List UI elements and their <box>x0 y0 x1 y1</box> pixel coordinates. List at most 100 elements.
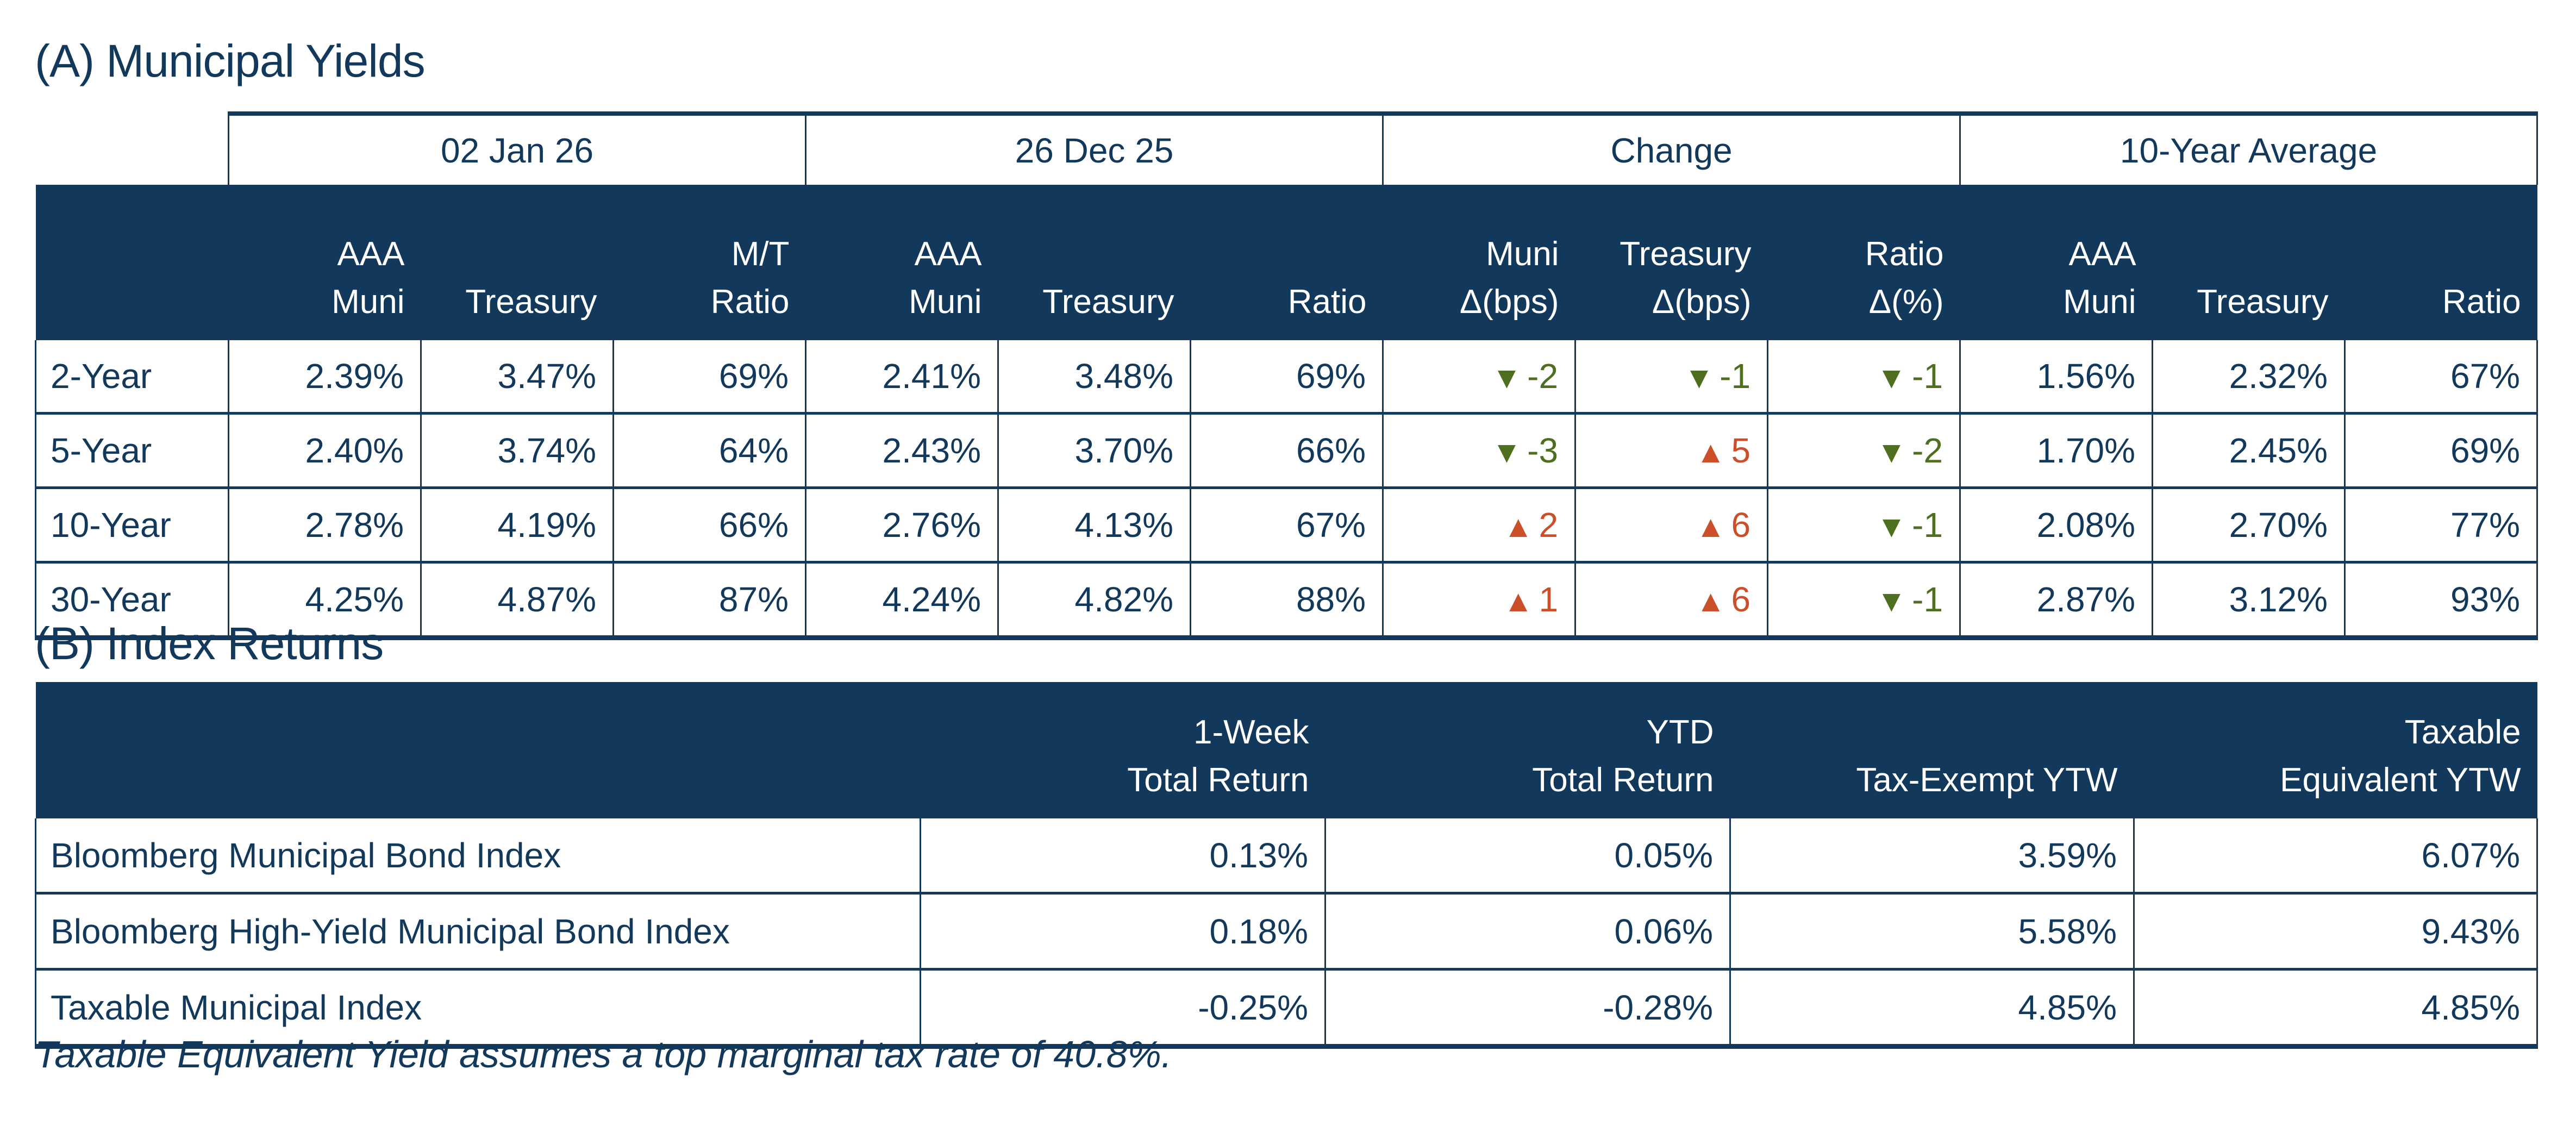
cell: 2.78% <box>228 487 422 564</box>
table-row-taxable-municipal: Taxable Municipal Index -0.25% -0.28% 4.… <box>35 969 2538 1049</box>
table-row-30-year: 30-Year 4.25% 4.87% 87% 4.24% 4.82% 88% … <box>35 562 2539 640</box>
header-line: Treasury <box>2197 283 2329 321</box>
cell: 3.47% <box>420 340 614 415</box>
header-line: AAA <box>2068 235 2136 273</box>
row-label: 10-Year <box>35 487 229 564</box>
cell-change: ▼ -2 <box>1382 340 1577 415</box>
change-value: -1 <box>1912 505 1943 545</box>
cell: 2.32% <box>2152 340 2346 415</box>
triangle-down-icon: ▼ <box>1876 360 1907 395</box>
column-header-row: AAA Muni Treasury M/T Ratio AAA Muni Treasu… <box>35 185 2537 340</box>
cell: -0.28% <box>1324 969 1731 1049</box>
cell: 2.76% <box>805 487 999 564</box>
change-value: -1 <box>1912 357 1943 396</box>
header-jan-mt-ratio: M/T Ratio <box>613 185 806 340</box>
header-dec-ratio: Ratio <box>1190 185 1383 340</box>
header-chg-treasury: Treasury Δ(bps) <box>1575 185 1768 340</box>
header-line: Muni <box>2063 283 2136 321</box>
table-row-bloomberg-municipal: Bloomberg Municipal Bond Index 0.13% 0.0… <box>35 818 2538 895</box>
change-value: -3 <box>1527 431 1559 470</box>
triangle-down-icon: ▼ <box>1684 360 1715 395</box>
header-jan-treasury: Treasury <box>421 185 614 340</box>
group-header-10yr-average: 10-Year Average <box>1959 111 2539 185</box>
cell-change: ▼ -2 <box>1767 413 1961 489</box>
cell: 2.43% <box>805 413 999 489</box>
cell-change: ▲ 1 <box>1382 562 1577 640</box>
cell: 69% <box>612 340 806 415</box>
cell: 6.07% <box>2133 818 2538 895</box>
cell: -0.25% <box>920 969 1326 1049</box>
header-1-week-total-return: 1-Week Total Return <box>920 682 1325 818</box>
cell: 9.43% <box>2133 893 2538 971</box>
cell: 5.58% <box>1729 893 2135 971</box>
row-label: Bloomberg Municipal Bond Index <box>35 818 921 895</box>
cell: 3.12% <box>2152 562 2346 640</box>
cell: 0.13% <box>920 818 1326 895</box>
change-value: 5 <box>1731 431 1751 470</box>
cell: 64% <box>612 413 806 489</box>
header-chg-ratio: Ratio Δ(%) <box>1767 185 1960 340</box>
header-line: M/T <box>731 235 790 273</box>
header-taxable-equivalent-ytw: Taxable Equivalent YTW <box>2134 682 2537 818</box>
header-chg-muni: Muni Δ(bps) <box>1383 185 1575 340</box>
change-value: 1 <box>1539 580 1559 619</box>
cell: 1.56% <box>1959 340 2154 415</box>
triangle-down-icon: ▼ <box>1876 435 1907 469</box>
change-value: -1 <box>1720 357 1751 396</box>
header-spacer <box>35 185 229 340</box>
group-header-row: 02 Jan 26 26 Dec 25 Change 10-Year Avera… <box>35 111 2539 185</box>
header-line: Ratio <box>1865 235 1944 273</box>
triangle-down-icon: ▼ <box>1876 584 1907 618</box>
header-ytd-total-return: YTD Total Return <box>1325 682 1730 818</box>
cell: 0.05% <box>1324 818 1731 895</box>
cell: 2.87% <box>1959 562 2154 640</box>
header-avg-ratio: Ratio <box>2344 185 2537 340</box>
section-a-title: (A) Municipal Yields <box>35 35 426 86</box>
cell: 4.85% <box>2133 969 2538 1049</box>
cell: 3.59% <box>1729 818 2135 895</box>
row-label: 2-Year <box>35 340 229 415</box>
group-header-02jan26: 02 Jan 26 <box>228 111 806 185</box>
header-line: 1-Week <box>1193 714 1309 751</box>
header-line: Treasury <box>1620 235 1752 273</box>
section-b-title: (B) Index Returns <box>35 618 384 669</box>
cell: 0.18% <box>920 893 1326 971</box>
cell: 66% <box>1189 413 1384 489</box>
header-line: Ratio <box>2442 283 2521 321</box>
header-line: Ratio <box>710 283 790 321</box>
triangle-up-icon: ▲ <box>1696 435 1726 469</box>
cell: 2.45% <box>2152 413 2346 489</box>
cell: 4.24% <box>805 562 999 640</box>
cell: 4.82% <box>997 562 1191 640</box>
triangle-up-icon: ▲ <box>1503 509 1534 543</box>
header-jan-aaa-muni: AAA Muni <box>228 185 421 340</box>
table-row-bloomberg-high-yield: Bloomberg High-Yield Municipal Bond Inde… <box>35 893 2538 971</box>
row-label: Bloomberg High-Yield Municipal Bond Inde… <box>35 893 921 971</box>
triangle-down-icon: ▼ <box>1491 435 1522 469</box>
header-line: Ratio <box>1287 283 1367 321</box>
header-line: Δ(bps) <box>1652 283 1752 321</box>
cell-change: ▲ 5 <box>1574 413 1769 489</box>
row-label: 5-Year <box>35 413 229 489</box>
cell: 4.87% <box>420 562 614 640</box>
cell-change: ▼ -1 <box>1767 487 1961 564</box>
change-value: 2 <box>1539 505 1559 545</box>
group-header-change: Change <box>1382 111 1961 185</box>
cell-change: ▲ 6 <box>1574 562 1769 640</box>
header-dec-aaa-muni: AAA Muni <box>805 185 998 340</box>
cell: 66% <box>612 487 806 564</box>
cell: 77% <box>2344 487 2539 564</box>
header-line: Equivalent YTW <box>2280 761 2521 799</box>
change-value: -2 <box>1527 357 1559 396</box>
column-header-row: 1-Week Total Return YTD Total Return Tax-E… <box>35 682 2537 818</box>
cell: 3.74% <box>420 413 614 489</box>
group-header-spacer <box>35 114 229 185</box>
header-spacer <box>35 682 921 818</box>
group-header-26dec25: 26 Dec 25 <box>804 111 1384 185</box>
header-line: Total Return <box>1127 761 1309 799</box>
cell: 1.70% <box>1959 413 2154 489</box>
header-line: Treasury <box>1042 283 1174 321</box>
header-line: Muni <box>1486 235 1559 273</box>
header-line: Muni <box>332 283 405 321</box>
cell-change: ▲ 6 <box>1574 487 1769 564</box>
